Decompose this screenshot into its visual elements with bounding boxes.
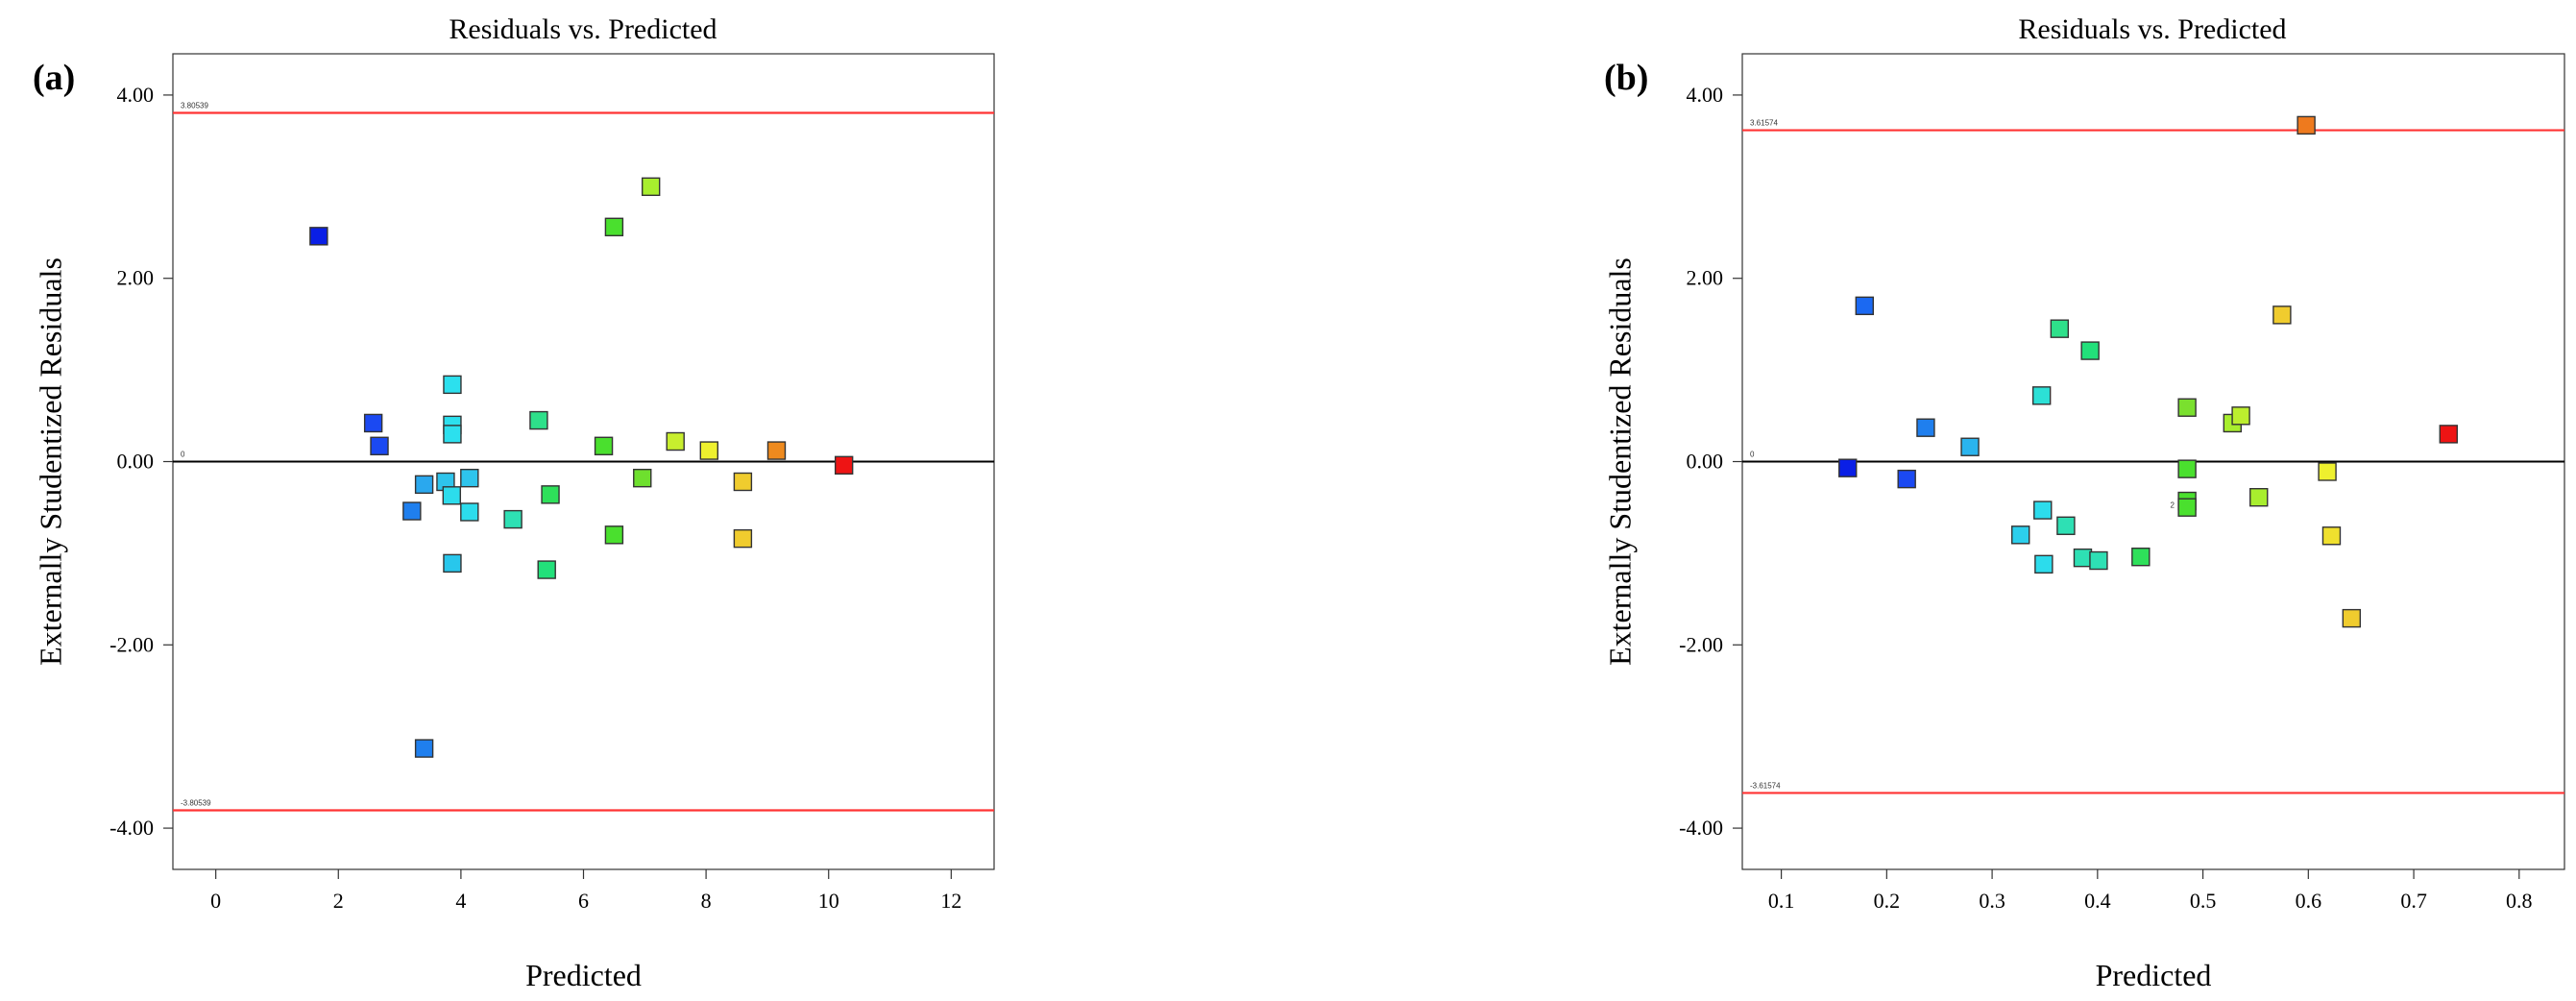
panel-label: (b) <box>1604 58 1648 98</box>
x-axis-label: Predicted <box>525 958 642 992</box>
data-point <box>443 553 462 574</box>
limit-line-label: -3.61574 <box>1750 781 1781 790</box>
data-point <box>2073 548 2093 568</box>
y-axis-label: Externally Studentized Residuals <box>1602 257 1637 666</box>
data-point <box>2131 548 2151 567</box>
limit-line-label: 0 <box>181 451 185 459</box>
chart-panel-a: Residuals vs. Predicted (a) Predicted Exter… <box>33 13 995 992</box>
y-axis-label: Externally Studentized Residuals <box>33 257 67 666</box>
x-tick-label: 0.6 <box>2296 889 2322 913</box>
data-point <box>2056 516 2076 535</box>
data-point <box>2321 526 2342 546</box>
data-point <box>2031 386 2052 405</box>
data-point <box>460 468 479 488</box>
y-tick-label: -4.00 <box>109 816 154 840</box>
x-tick-label: 4 <box>455 889 466 913</box>
data-point <box>2011 525 2030 545</box>
data-point <box>2089 550 2108 571</box>
data-point <box>2050 319 2070 338</box>
data-point <box>604 525 624 545</box>
x-tick-label: 12 <box>940 889 961 913</box>
panel-label: (a) <box>33 58 75 98</box>
y-tick-label: 0.00 <box>117 450 155 474</box>
chart-title: Residuals vs. Predicted <box>2018 13 2286 45</box>
data-point <box>460 502 479 522</box>
chart-title: Residuals vs. Predicted <box>449 13 717 45</box>
data-point <box>2249 488 2269 507</box>
data-point <box>733 472 753 492</box>
limit-line-label: 3.80539 <box>181 101 208 110</box>
x-tick-label: 6 <box>578 889 589 913</box>
data-point <box>2342 608 2362 628</box>
x-axis-label: Predicted <box>2096 958 2212 992</box>
data-point <box>834 455 854 476</box>
data-point <box>414 739 434 758</box>
x-tick-label: 0.8 <box>2506 889 2533 913</box>
data-point <box>309 227 328 246</box>
data-point <box>733 528 753 549</box>
limit-line-label: 3.61574 <box>1750 119 1778 128</box>
x-tick-label: 0.4 <box>2084 889 2111 913</box>
x-tick-label: 8 <box>701 889 712 913</box>
data-point <box>2177 398 2197 417</box>
y-tick-label: 4.00 <box>117 83 155 107</box>
x-tick-label: 0.2 <box>1874 889 1901 913</box>
point-annotation: 2 <box>2170 500 2175 509</box>
x-tick-label: 0.3 <box>1979 889 2005 913</box>
data-point <box>2231 406 2250 426</box>
y-tick-label: -2.00 <box>109 632 154 656</box>
data-point <box>766 441 787 460</box>
limit-line-label: -3.80539 <box>181 799 211 808</box>
y-tick-label: 4.00 <box>1687 83 1724 107</box>
x-tick-label: 0.5 <box>2190 889 2217 913</box>
y-tick-label: -4.00 <box>1679 816 1723 840</box>
data-point <box>641 177 661 197</box>
data-point <box>604 217 624 236</box>
data-point <box>1960 437 1980 456</box>
data-point <box>1916 418 1935 437</box>
chart-panel-b: Residuals vs. Predicted (b) Predicted Exter… <box>1602 13 2565 992</box>
data-point <box>363 413 383 433</box>
data-point <box>633 468 652 488</box>
data-point <box>370 436 389 455</box>
data-point <box>2080 341 2100 360</box>
data-point <box>666 431 685 452</box>
data-point <box>2177 498 2197 517</box>
data-point <box>442 486 462 505</box>
data-point <box>541 485 560 504</box>
data-point <box>402 501 422 521</box>
data-point <box>2034 554 2054 574</box>
data-point <box>414 475 434 495</box>
data-point <box>537 560 556 579</box>
y-tick-label: 2.00 <box>117 266 155 290</box>
data-point <box>594 436 614 455</box>
x-tick-label: 0.1 <box>1768 889 1795 913</box>
data-point <box>699 441 719 460</box>
x-tick-label: 0.7 <box>2400 889 2427 913</box>
x-tick-label: 0 <box>210 889 221 913</box>
data-point <box>2033 500 2053 520</box>
y-tick-label: 0.00 <box>1687 450 1724 474</box>
data-point <box>1838 458 1858 477</box>
data-point <box>2297 115 2316 135</box>
x-tick-label: 2 <box>333 889 344 913</box>
data-point <box>1897 469 1916 489</box>
data-point <box>1855 296 1875 316</box>
y-tick-label: 2.00 <box>1687 266 1724 290</box>
data-point <box>2272 305 2292 325</box>
data-point <box>443 375 462 395</box>
x-tick-label: 10 <box>818 889 839 913</box>
data-point <box>2177 459 2197 478</box>
data-point <box>529 410 548 430</box>
y-tick-label: -2.00 <box>1679 632 1723 656</box>
limit-line-label: 0 <box>1750 451 1755 459</box>
data-point <box>2318 462 2337 481</box>
data-point <box>443 425 462 444</box>
data-point <box>503 509 522 529</box>
data-point <box>2439 425 2458 444</box>
